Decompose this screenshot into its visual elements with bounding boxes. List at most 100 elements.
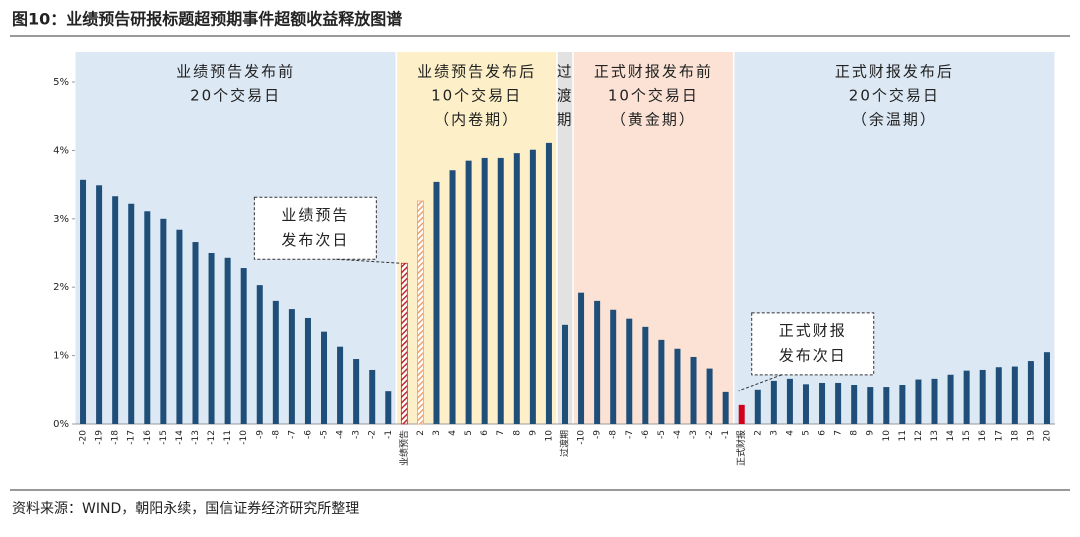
x-tick-label: -9: [593, 430, 603, 439]
bar: [1011, 366, 1018, 424]
bar: [963, 370, 970, 424]
bar: [578, 292, 585, 424]
x-tick-label: 13: [930, 430, 940, 441]
x-tick-label: -4: [673, 430, 683, 439]
x-tick-label: 10: [544, 430, 554, 442]
bar: [931, 378, 938, 424]
bar: [513, 153, 520, 425]
x-tick-label: -10: [577, 430, 587, 445]
x-tick-label: -14: [175, 430, 185, 445]
bar: [288, 309, 295, 424]
bar: [770, 380, 777, 424]
x-tick-label: 18: [1010, 430, 1020, 442]
phase-label: 10个交易日: [608, 87, 699, 105]
bar: [321, 331, 328, 424]
x-tick-label: 19: [1026, 430, 1036, 442]
x-tick-label: -16: [143, 430, 153, 445]
x-tick-label: 14: [946, 430, 956, 442]
bar: [497, 157, 504, 424]
x-tick-label: 业绩预告: [398, 430, 410, 466]
phase-label: 20个交易日: [190, 87, 281, 105]
y-tick-label: 2%: [53, 282, 69, 293]
x-tick-label: 2: [753, 430, 763, 436]
x-tick-label: -15: [159, 430, 169, 445]
x-tick-label: 16: [978, 430, 988, 442]
x-tick-label: -4: [336, 430, 346, 439]
bar: [674, 348, 681, 424]
bar: [224, 257, 231, 424]
bar: [835, 382, 842, 424]
source-note: 资料来源：WIND，朝阳永续，国信证券经济研究所整理: [12, 500, 359, 517]
x-tick-label: 12: [914, 430, 924, 441]
x-tick-label: 8: [850, 430, 860, 436]
x-tick-label: 4: [785, 430, 795, 436]
bar: [562, 324, 568, 424]
x-tick-label: -6: [641, 430, 651, 439]
x-tick-label: -8: [609, 430, 619, 439]
x-tick-label: -7: [287, 430, 297, 439]
y-tick-label: 1%: [53, 351, 69, 362]
phase-label: 正式财报发布后: [835, 63, 954, 81]
bar: [272, 300, 279, 424]
bar: [786, 378, 793, 424]
x-tick-label: -2: [368, 430, 378, 439]
x-tick-label: 3: [769, 430, 779, 436]
bar: [112, 196, 119, 424]
x-tick-label: -12: [207, 430, 217, 445]
bar: [1043, 352, 1050, 424]
bar: [144, 211, 151, 424]
x-tick-label: -18: [111, 430, 121, 445]
phase-region: [557, 52, 573, 424]
bar: [819, 382, 826, 424]
x-tick-label: 6: [818, 430, 828, 436]
bar: [481, 157, 488, 424]
x-tick-label: 10: [882, 430, 892, 442]
bar: [1027, 361, 1034, 424]
x-tick-label: 9: [528, 430, 538, 436]
bar: [337, 346, 344, 424]
bar: [160, 218, 167, 424]
x-tick-label: -11: [223, 430, 233, 445]
bar: [449, 170, 456, 424]
callout-text: 发布次日: [779, 346, 847, 364]
x-tick-label: -5: [320, 430, 330, 439]
x-tick-label: 3: [432, 430, 442, 436]
x-tick-label: -10: [239, 430, 249, 445]
bar: [722, 391, 729, 424]
bar: [417, 200, 424, 425]
x-tick-label: -1: [384, 430, 394, 439]
x-tick-label: -20: [79, 430, 89, 445]
bar: [706, 368, 713, 424]
x-tick-label: 11: [898, 430, 908, 441]
chart-title: 图10：业绩预告研报标题超预期事件超额收益释放图谱: [12, 10, 402, 29]
callout-arrow: [336, 258, 402, 264]
bar: [979, 369, 986, 424]
x-tick-label: -7: [625, 430, 635, 439]
x-tick-label: 2: [416, 430, 426, 436]
bar: [883, 387, 890, 424]
bar: [995, 367, 1002, 424]
bar: [128, 203, 135, 424]
phase-region: [573, 52, 734, 424]
bar: [594, 300, 601, 424]
phase-label: 业绩预告发布后: [417, 63, 536, 81]
bar: [915, 379, 922, 424]
phase-label: 业绩预告发布前: [176, 63, 295, 81]
x-tick-label: 5: [464, 430, 474, 436]
phase-label: 正式财报发布前: [594, 63, 713, 81]
bar: [176, 229, 183, 424]
y-tick-label: 3%: [53, 214, 69, 225]
phase-label: 10个交易日: [431, 87, 522, 105]
bar: [738, 404, 745, 424]
callout-text: 发布次日: [281, 231, 349, 249]
bar: [851, 385, 858, 424]
bar: [96, 185, 103, 424]
bar: [545, 142, 552, 424]
x-tick-label: 15: [962, 430, 972, 441]
bar: [433, 181, 440, 424]
x-tick-label: 7: [496, 430, 506, 436]
x-tick-label: 4: [448, 430, 458, 436]
x-tick-label: -5: [657, 430, 667, 439]
x-tick-label: -8: [271, 430, 281, 439]
phase-label: （内卷期）: [434, 111, 519, 129]
